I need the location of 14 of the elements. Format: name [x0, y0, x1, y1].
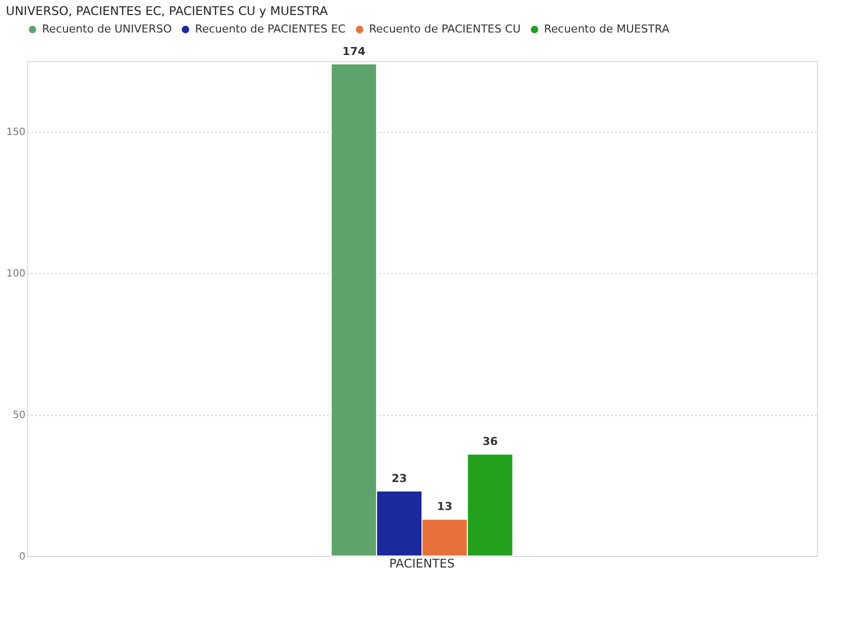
y-tick-label: 0 [19, 552, 26, 562]
x-tick-label: PACIENTES [389, 556, 455, 570]
y-tick-label: 100 [6, 268, 26, 280]
chart-title: UNIVERSO, PACIENTES EC, PACIENTES CU y MUESTRA [6, 4, 329, 18]
y-tick-label: 50 [12, 410, 26, 422]
data-label: 13 [437, 500, 452, 514]
data-label: 23 [392, 472, 407, 485]
legend-label: Recuento de PACIENTES EC [195, 22, 346, 36]
y-tick-label: 150 [6, 127, 26, 138]
data-label: 174 [342, 44, 366, 58]
legend-label: Recuento de MUESTRA [544, 22, 670, 36]
legend-label: Recuento de PACIENTES CU [369, 22, 521, 36]
legend-label: Recuento de UNIVERSO [42, 22, 172, 36]
data-label: 36 [482, 435, 498, 448]
